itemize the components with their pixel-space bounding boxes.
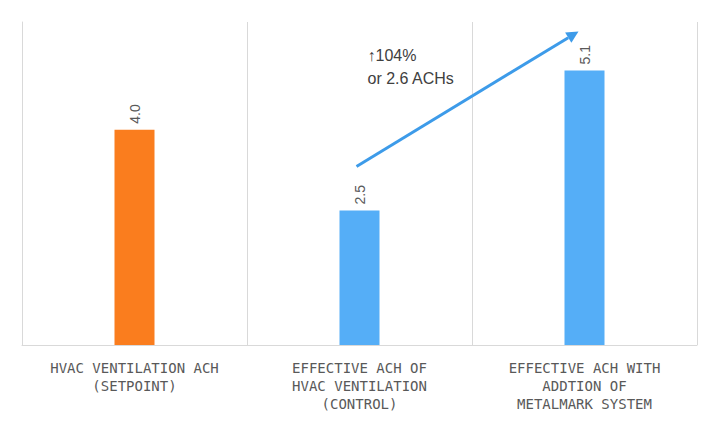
svg-text:or 2.6 ACHs: or 2.6 ACHs	[368, 70, 454, 87]
svg-text:HVAC VENTILATION ACH: HVAC VENTILATION ACH	[50, 360, 219, 376]
svg-text:(CONTROL): (CONTROL)	[322, 396, 398, 412]
svg-text:HVAC VENTILATION: HVAC VENTILATION	[292, 378, 427, 394]
svg-text:2.5: 2.5	[352, 185, 368, 205]
svg-text:METALMARK SYSTEM: METALMARK SYSTEM	[517, 396, 652, 412]
svg-text:↑104%: ↑104%	[368, 47, 417, 64]
svg-text:EFFECTIVE ACH OF: EFFECTIVE ACH OF	[292, 360, 427, 376]
svg-text:EFFECTIVE ACH WITH: EFFECTIVE ACH WITH	[509, 360, 661, 376]
svg-text:ADDTION OF: ADDTION OF	[542, 378, 626, 394]
svg-text:(SETPOINT): (SETPOINT)	[92, 378, 176, 394]
svg-text:4.0: 4.0	[127, 104, 143, 124]
svg-text:5.1: 5.1	[577, 45, 593, 65]
